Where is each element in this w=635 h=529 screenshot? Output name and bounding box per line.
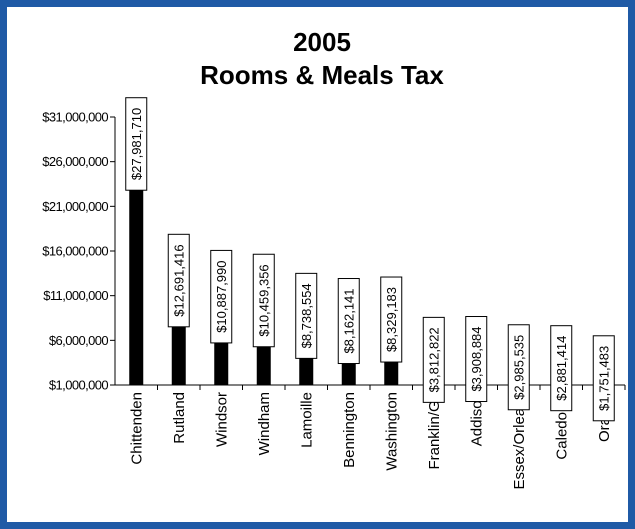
data-label: $8,329,183: [384, 287, 399, 352]
chart-title: 2005: [293, 27, 351, 57]
data-label-box: [125, 97, 148, 191]
x-tick-label: Essex/Orleans: [511, 392, 528, 490]
data-label-box: [210, 249, 233, 344]
data-label-box: [167, 233, 190, 328]
data-label: $2,985,535: [511, 335, 526, 400]
y-tick-label: $11,000,000: [43, 288, 108, 303]
data-label: $10,887,990: [214, 261, 229, 333]
x-tick-label: Washington: [383, 392, 400, 471]
chart-subtitle: Rooms & Meals Tax: [200, 60, 444, 90]
data-label: $8,162,141: [341, 288, 356, 353]
data-label: $1,751,483: [596, 346, 611, 411]
x-tick-label: Windsor: [213, 392, 230, 447]
data-label: $12,691,416: [171, 244, 186, 316]
data-label: $3,908,884: [469, 326, 484, 391]
x-tick-label: Windham: [256, 392, 273, 455]
data-label-box: [380, 276, 403, 363]
data-label-box: [337, 278, 360, 365]
data-label-box: [465, 316, 488, 403]
data-label-box: [252, 253, 275, 348]
x-tick-label: Lamoille: [298, 392, 315, 448]
data-label-box: [422, 316, 445, 403]
data-label: $3,812,822: [426, 327, 441, 392]
data-label-box: [295, 272, 318, 359]
y-tick-label: $1,000,000: [49, 378, 108, 393]
y-tick-label: $16,000,000: [42, 244, 108, 259]
data-label: $8,738,554: [299, 283, 314, 348]
x-tick-label: Franklin/G I: [426, 392, 443, 470]
x-tick-label: Bennington: [341, 392, 358, 468]
bars: [129, 143, 611, 385]
data-label: $27,981,710: [129, 108, 144, 180]
y-tick-label: $26,000,000: [42, 154, 108, 169]
y-tick-label: $21,000,000: [42, 199, 108, 214]
y-tick-label: $31,000,000: [42, 110, 108, 125]
data-labels: $27,981,710 $12,691,416 $10,887,990 $10,459…: [125, 97, 615, 422]
x-tick-label: Chittenden: [128, 392, 145, 465]
data-label-box: [507, 324, 530, 411]
data-label: $2,881,414: [554, 336, 569, 401]
data-label-box: [550, 325, 573, 412]
y-tick-label: $6,000,000: [49, 333, 108, 348]
x-tick-label: Addison: [468, 392, 485, 446]
data-label-box: [592, 335, 615, 422]
axes: $1,000,000 $6,000,000 $11,000,000 $16,000,0…: [42, 110, 626, 490]
x-tick-label: Rutland: [171, 392, 188, 444]
bar: [129, 143, 144, 385]
data-label: $10,459,356: [256, 264, 271, 336]
